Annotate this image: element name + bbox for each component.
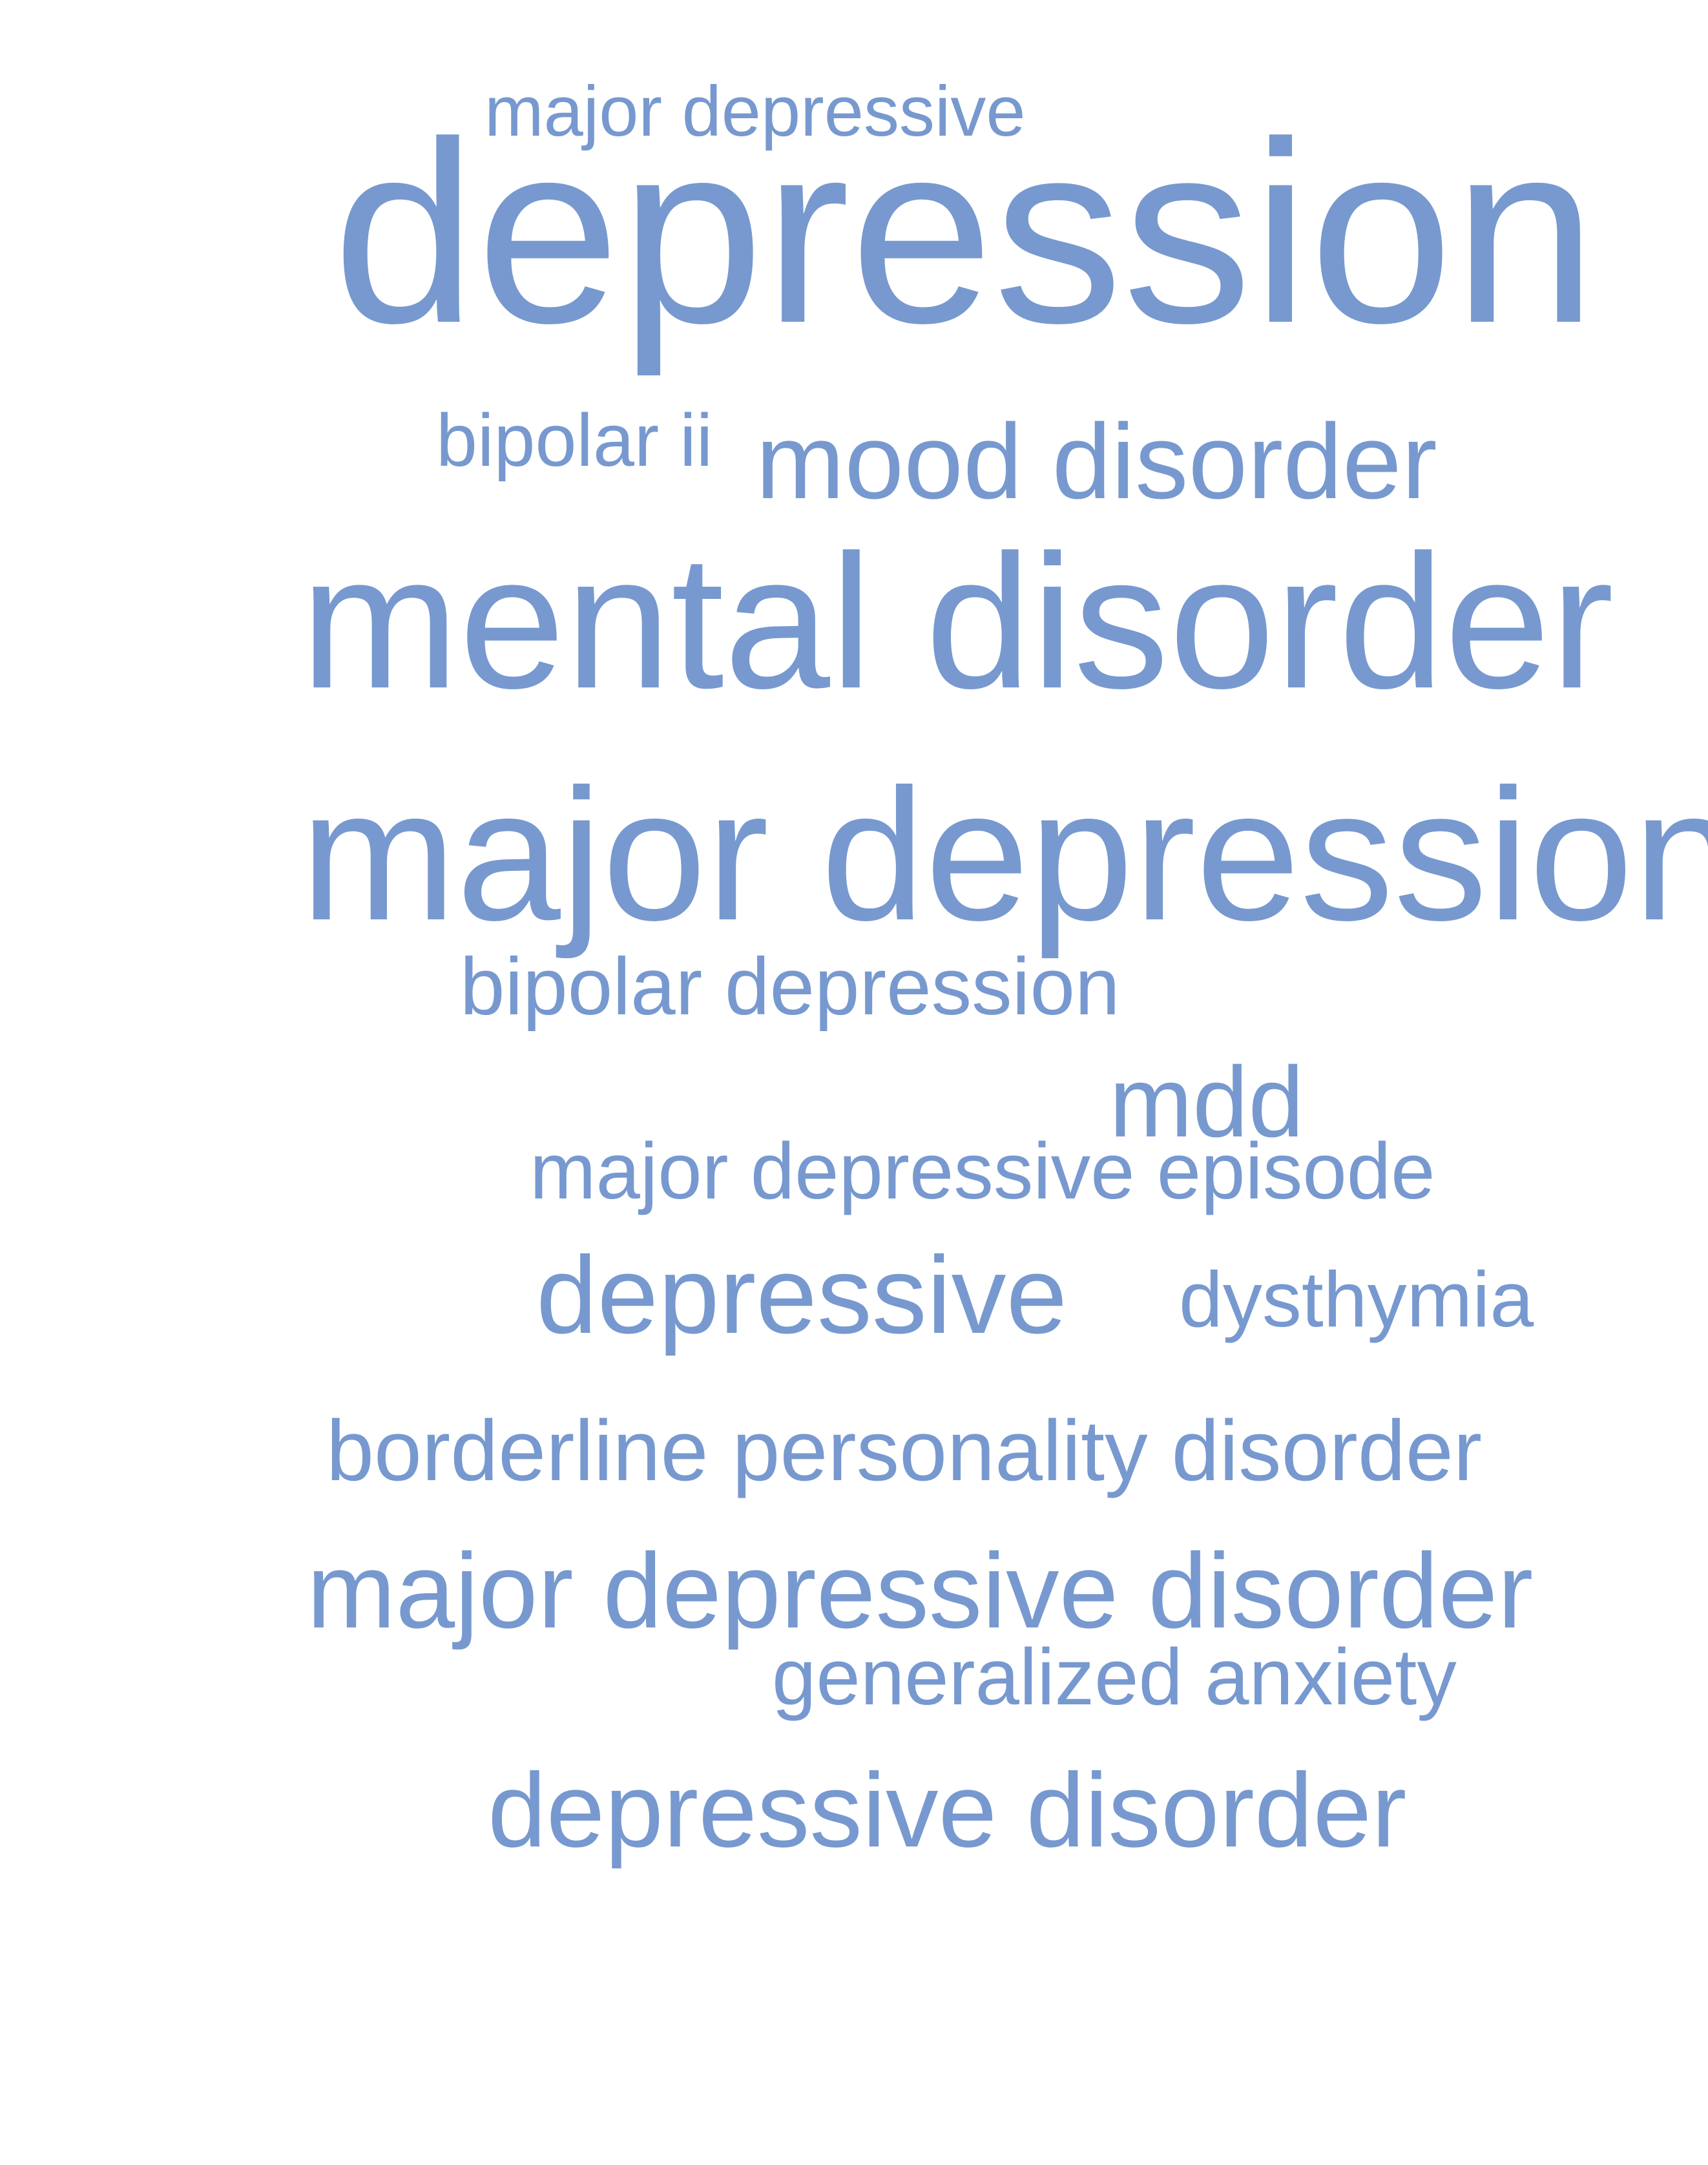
word-bipolar-ii[interactable]: bipolar ii (436, 399, 713, 482)
word-mdd[interactable]: mdd (1109, 1046, 1304, 1158)
word-major-depressive-episode[interactable]: major depressive episode (530, 1127, 1435, 1216)
word-mood-disorder[interactable]: mood disorder (756, 402, 1437, 521)
word-depression[interactable]: depression (333, 88, 1597, 377)
word-depressive[interactable]: depressive (536, 1234, 1068, 1357)
word-depressive-disorder[interactable]: depressive disorder (488, 1751, 1407, 1869)
word-mental-disorder[interactable]: mental disorder (300, 515, 1614, 728)
word-generalized-anxiety[interactable]: generalized anxiety (772, 1633, 1457, 1722)
word-borderline-personality-disorder[interactable]: borderline personality disorder (326, 1403, 1483, 1499)
word-dysthymia[interactable]: dysthymia (1179, 1255, 1534, 1343)
word-major-depressive[interactable]: major depressive (484, 72, 1026, 151)
word-bipolar-depression[interactable]: bipolar depression (460, 942, 1120, 1032)
word-major-depressive-disorder[interactable]: major depressive disorder (307, 1531, 1534, 1650)
word-major-depression[interactable]: major depression (300, 750, 1708, 959)
